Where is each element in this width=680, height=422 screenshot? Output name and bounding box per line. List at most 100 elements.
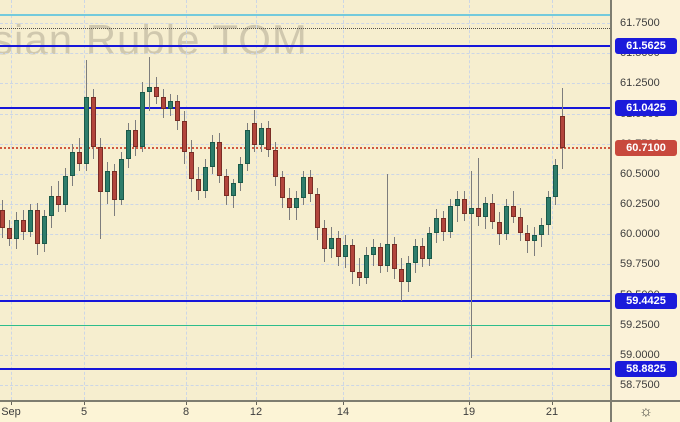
vertical-gridline xyxy=(469,0,470,400)
candle-body xyxy=(434,218,439,233)
time-tick-label: 21 xyxy=(545,406,559,418)
candle-body xyxy=(322,228,327,249)
candle-body xyxy=(224,176,229,196)
candle-body xyxy=(7,228,12,239)
candle-body xyxy=(77,152,82,165)
price-tick-label: 61.2500 xyxy=(620,77,660,90)
candle-body xyxy=(357,271,362,278)
price-tick-label: 60.2500 xyxy=(620,198,660,210)
vertical-gridline xyxy=(256,0,257,400)
candle-body xyxy=(483,202,488,218)
candle-body xyxy=(245,130,250,165)
candle-body xyxy=(518,217,523,233)
chart-canvas[interactable]: sian Ruble TOM xyxy=(0,0,610,400)
time-tick-mark xyxy=(84,402,85,405)
price-axis[interactable]: 61.750061.500061.250061.000060.750060.50… xyxy=(612,0,680,400)
candle-body xyxy=(504,206,509,235)
candle-body xyxy=(0,210,5,229)
candle-body xyxy=(315,194,320,229)
candle-body xyxy=(539,224,544,236)
price-tick-label: 58.7500 xyxy=(620,379,660,391)
horizontal-gridline xyxy=(0,264,610,266)
time-tick-label: 14 xyxy=(336,406,350,418)
candle-wick xyxy=(478,158,479,226)
candle-body xyxy=(56,195,61,206)
candle-body xyxy=(112,171,117,201)
horizontal-gridline xyxy=(0,294,610,296)
candle-body xyxy=(210,142,215,167)
candle-body xyxy=(203,166,208,191)
horizontal-gridline xyxy=(0,23,610,24)
candle-body xyxy=(427,232,432,260)
candle-body xyxy=(329,237,334,249)
candle-body xyxy=(252,123,257,145)
horizontal-gridline xyxy=(0,83,610,85)
time-tick-mark xyxy=(186,402,187,405)
price-level-line xyxy=(0,147,610,150)
candle-body xyxy=(441,218,446,232)
price-level-badge: 58.8825 xyxy=(615,361,677,377)
candle-body xyxy=(133,130,138,148)
candle-body xyxy=(189,152,194,179)
candle-wick xyxy=(471,171,472,359)
time-tick-label: 12 xyxy=(249,406,263,418)
candle-body xyxy=(364,254,369,278)
candle-body xyxy=(420,246,425,260)
candle-body xyxy=(196,178,201,191)
candle-body xyxy=(280,177,285,198)
candle-body xyxy=(28,210,33,232)
candle-body xyxy=(161,96,166,109)
candle-body xyxy=(42,216,47,244)
axis-separator-horizontal xyxy=(0,400,680,402)
candle-body xyxy=(105,171,110,192)
candle-wick xyxy=(387,173,388,272)
candle-body xyxy=(350,245,355,272)
candle-body xyxy=(231,183,236,196)
candle-body xyxy=(532,235,537,242)
candle-body xyxy=(84,96,89,165)
candle-body xyxy=(546,196,551,225)
candle-body xyxy=(462,199,467,214)
candle-body xyxy=(273,149,278,178)
time-tick-mark xyxy=(11,402,12,405)
candle-body xyxy=(91,96,96,148)
vertical-gridline xyxy=(343,0,344,400)
candle-body xyxy=(294,197,299,208)
price-tick-label: 61.7500 xyxy=(620,17,660,29)
candle-body xyxy=(126,130,131,160)
time-tick-label: 19 xyxy=(462,406,476,418)
candle-body xyxy=(308,177,313,195)
axis-separator-vertical xyxy=(610,0,612,422)
candle-body xyxy=(476,207,481,218)
candle-body xyxy=(406,263,411,283)
price-level-line xyxy=(0,44,610,47)
vertical-gridline xyxy=(11,0,12,400)
candle-body xyxy=(147,86,152,92)
candle-body xyxy=(14,219,19,239)
candle-body xyxy=(35,210,40,244)
time-axis[interactable]: Sep 5 8 12 14 19 21 xyxy=(0,402,610,422)
candle-body xyxy=(49,195,54,217)
price-tick-label: 59.7500 xyxy=(620,258,660,271)
candle-body xyxy=(217,142,222,177)
candle-body xyxy=(266,127,271,150)
candle-body xyxy=(385,243,390,266)
time-tick-mark xyxy=(552,402,553,405)
price-level-line xyxy=(0,14,610,17)
candle-body xyxy=(98,147,103,192)
candle-body xyxy=(301,177,306,198)
candle-body xyxy=(448,206,453,232)
price-level-badge: 59.4425 xyxy=(615,293,677,310)
candle-body xyxy=(497,222,502,235)
scale-settings-button[interactable]: ☼ xyxy=(612,402,680,422)
candle-body xyxy=(560,115,565,149)
price-level-line xyxy=(0,107,610,110)
horizontal-gridline xyxy=(0,143,610,145)
candle-body xyxy=(238,164,243,184)
candle-wick xyxy=(534,226,535,256)
price-tick-label: 60.5000 xyxy=(620,167,660,180)
candle-body xyxy=(511,206,516,218)
candle-body xyxy=(378,247,383,266)
vertical-gridline xyxy=(84,0,85,400)
